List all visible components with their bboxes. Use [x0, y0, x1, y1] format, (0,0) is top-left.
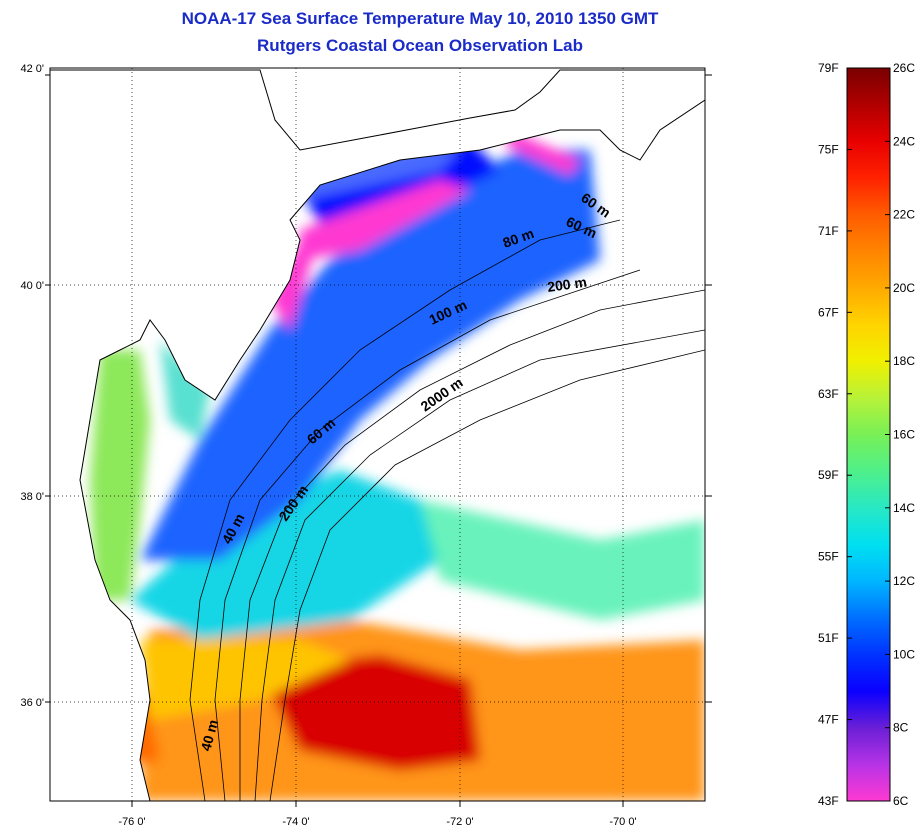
lon-tick-label: -74 0' — [282, 816, 309, 828]
colorbar-c-label: 10C — [893, 647, 915, 661]
bathymetry-contours — [189, 219, 705, 801]
contour-label: 40 m — [197, 718, 221, 753]
lat-tick-label: 42 0' — [20, 63, 44, 75]
colorbar-f-label: 63F — [818, 387, 839, 401]
lon-tick-label: -76 0' — [118, 816, 145, 828]
longitude-labels: -76 0' -74 0' -72 0' -70 0' — [118, 816, 636, 828]
sst-field: 60 m 60 m 80 m 200 m 100 m 2000 m 60 m 2… — [50, 68, 705, 801]
map-frame — [49, 67, 706, 802]
colorbar-c-label: 12C — [893, 574, 915, 588]
colorbar-f-label: 47F — [818, 713, 839, 727]
colorbar-f-label: 59F — [818, 468, 839, 482]
colorbar-c-label: 8C — [893, 721, 909, 735]
colorbar-f-label: 51F — [818, 631, 839, 645]
colorbar-c-label: 18C — [893, 354, 915, 368]
colorbar-f-label: 55F — [818, 550, 839, 564]
colorbar-c-label: 6C — [893, 794, 909, 808]
colorbar-c-label: 24C — [893, 134, 915, 148]
contour-label: 200 m — [546, 274, 588, 295]
colorbar-f-label: 79F — [818, 61, 839, 75]
lat-tick-label: 36 0' — [20, 697, 44, 709]
lat-tick-label: 40 0' — [20, 280, 44, 292]
colorbar-celsius-labels: 26C 24C 22C 20C 18C 16C 14C 12C 10C 8C 6C — [885, 61, 915, 808]
tick-marks — [45, 74, 712, 807]
latitude-labels: 42 0' 40 0' 38 0' 36 0' — [20, 63, 44, 709]
lat-tick-label: 38 0' — [20, 491, 44, 503]
colorbar: 79F 75F 71F 67F 63F 59F 55F 51F 47F 43F 26C 24C 22C… — [818, 61, 915, 808]
colorbar-f-label: 71F — [818, 224, 839, 238]
map-title: NOAA-17 Sea Surface Temperature May 10, … — [181, 9, 659, 28]
colorbar-fahrenheit-labels: 79F 75F 71F 67F 63F 59F 55F 51F 47F 43F — [818, 61, 852, 808]
colorbar-c-label: 14C — [893, 501, 915, 515]
colorbar-c-label: 22C — [893, 208, 915, 222]
colorbar-bar — [846, 67, 891, 802]
colorbar-c-label: 20C — [893, 281, 915, 295]
map-subtitle: Rutgers Coastal Ocean Observation Lab — [257, 36, 583, 55]
colorbar-c-label: 16C — [893, 428, 915, 442]
colorbar-f-label: 75F — [818, 142, 839, 156]
colorbar-f-label: 67F — [818, 305, 839, 319]
land-mask — [50, 69, 705, 801]
colorbar-c-label: 26C — [893, 61, 915, 75]
colorbar-f-label: 43F — [818, 794, 839, 808]
lon-tick-label: -70 0' — [609, 816, 636, 828]
lon-tick-label: -72 0' — [446, 816, 473, 828]
